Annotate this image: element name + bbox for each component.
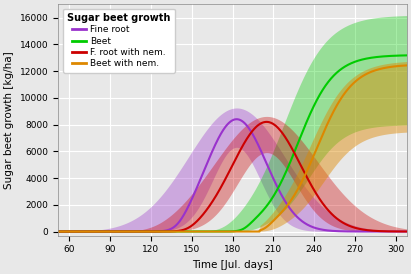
Y-axis label: Sugar beet growth [kg/ha]: Sugar beet growth [kg/ha] (4, 51, 14, 189)
Legend: Fine root, Beet, F. root with nem., Beet with nem.: Fine root, Beet, F. root with nem., Beet… (63, 9, 175, 73)
X-axis label: Time [Jul. days]: Time [Jul. days] (192, 260, 273, 270)
